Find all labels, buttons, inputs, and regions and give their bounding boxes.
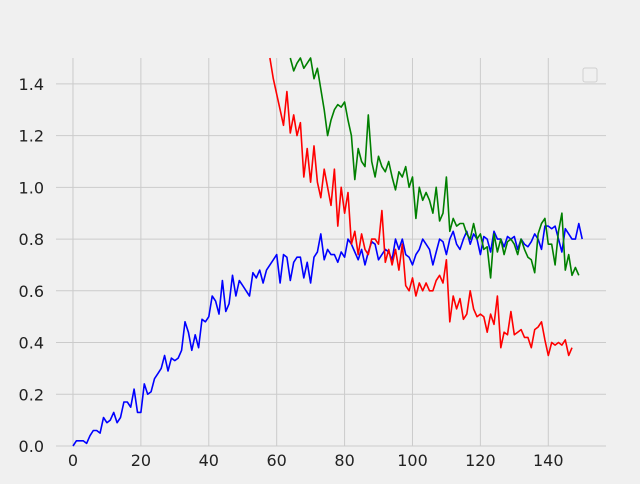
y-tick-label: 0.0 — [19, 437, 44, 456]
series-line-1 — [72, 222, 583, 447]
x-tick-label: 120 — [465, 451, 496, 470]
y-tick-label: 0.8 — [19, 230, 44, 249]
x-axis-ticks: 0 20 40 60 80 100 120 140 — [68, 451, 564, 470]
y-tick-label: 0.6 — [19, 282, 44, 301]
y-axis-ticks: 0.0 0.2 0.4 0.6 0.8 1.0 1.2 1.4 — [19, 75, 44, 456]
y-tick-label: 0.2 — [19, 385, 44, 404]
y-tick-label: 0.4 — [19, 334, 44, 353]
y-tick-label: 1.2 — [19, 127, 44, 146]
legend-box — [582, 67, 598, 83]
grid-lines — [56, 58, 606, 447]
x-tick-label: 20 — [131, 451, 151, 470]
series-line-2 — [269, 57, 573, 357]
x-tick-label: 60 — [266, 451, 286, 470]
x-tick-label: 40 — [199, 451, 219, 470]
series-line-3 — [289, 57, 580, 279]
x-tick-label: 140 — [533, 451, 564, 470]
series-lines — [72, 57, 583, 447]
y-tick-label: 1.0 — [19, 178, 44, 197]
y-tick-label: 1.4 — [19, 75, 44, 94]
x-tick-label: 80 — [334, 451, 354, 470]
x-tick-label: 0 — [68, 451, 78, 470]
x-tick-label: 100 — [397, 451, 428, 470]
